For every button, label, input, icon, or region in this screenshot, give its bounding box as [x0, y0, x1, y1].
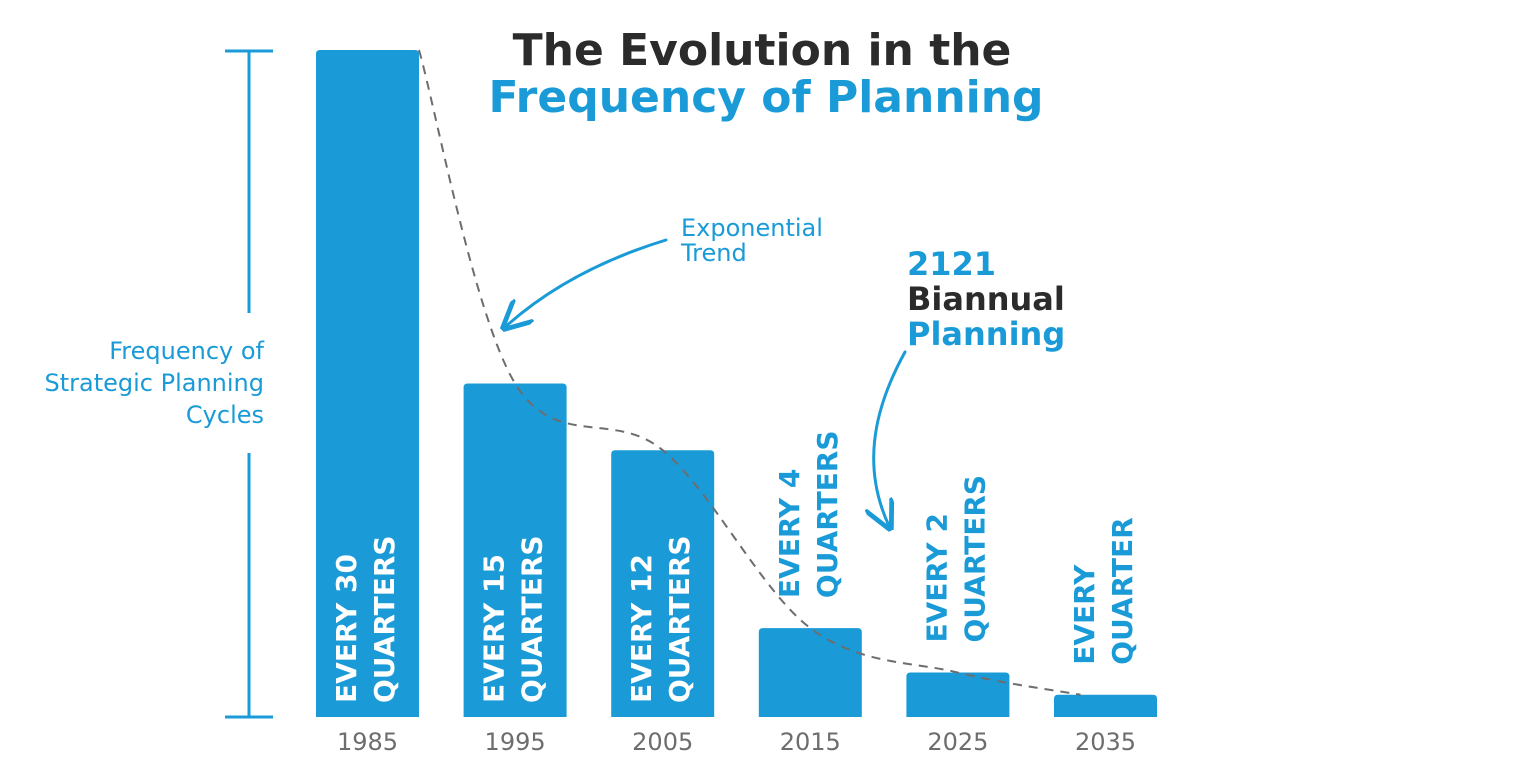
- bar-2005: [611, 450, 715, 717]
- y-axis-label-line-1: Frequency of: [109, 337, 264, 365]
- bar-label-line: QUARTERS: [958, 475, 991, 643]
- bar-label-line: EVERY 2: [920, 513, 953, 642]
- bar-label-1985: EVERY 30 QUARTERS: [330, 535, 401, 703]
- x-tick-label-2005: 2005: [632, 728, 693, 756]
- bar-label-line: EVERY 12: [625, 554, 658, 703]
- x-tick-label-1985: 1985: [337, 728, 398, 756]
- callout-planning: Planning: [907, 315, 1065, 353]
- trend-arrow: [504, 238, 668, 328]
- chart-title: The Evolution in the: [513, 25, 1012, 76]
- bar-1985: [316, 50, 419, 717]
- bar-label-line: QUARTERS: [663, 535, 696, 703]
- bar-2015: [758, 628, 862, 717]
- y-axis-bracket: [225, 49, 273, 719]
- bar-label-line: QUARTER: [1106, 517, 1139, 664]
- bar-label-line: QUARTERS: [811, 430, 844, 598]
- bar-label-line: EVERY 4: [773, 469, 806, 598]
- bar-label-line: EVERY 15: [478, 554, 511, 703]
- x-tick-label-1995: 1995: [485, 728, 546, 756]
- y-axis-label-line-2: Strategic Planning: [44, 369, 264, 397]
- bar-2025: [906, 672, 1010, 717]
- trend-annotation-line-2: Trend: [680, 239, 747, 267]
- callout-arrow: [874, 350, 907, 528]
- bar-1995: [463, 383, 567, 717]
- trend-annotation-line-1: Exponential: [681, 214, 823, 242]
- x-tick-label-2025: 2025: [927, 728, 988, 756]
- y-axis-label-line-3: Cycles: [186, 401, 264, 429]
- bar-label-2015: EVERY 4 QUARTERS: [773, 430, 844, 598]
- bar-label-1995: EVERY 15 QUARTERS: [478, 535, 549, 703]
- chart-subtitle: Frequency of Planning: [488, 72, 1043, 123]
- bar-label-line: EVERY: [1068, 564, 1101, 665]
- callout-year: 2121: [907, 245, 996, 283]
- bar-label-2025: EVERY 2 QUARTERS: [920, 475, 991, 643]
- bar-label-line: QUARTERS: [516, 535, 549, 703]
- bar-label-2005: EVERY 12 QUARTERS: [625, 535, 696, 703]
- bar-label-line: EVERY 30: [330, 554, 363, 703]
- bar-label-line: QUARTERS: [368, 535, 401, 703]
- trend-curve: [418, 49, 1081, 696]
- x-tick-label-2015: 2015: [780, 728, 841, 756]
- bar-label-2035: EVERY QUARTER: [1068, 517, 1139, 664]
- callout-biannual: Biannual: [907, 280, 1065, 318]
- x-tick-label-2035: 2035: [1075, 728, 1136, 756]
- bar-2035: [1054, 694, 1157, 717]
